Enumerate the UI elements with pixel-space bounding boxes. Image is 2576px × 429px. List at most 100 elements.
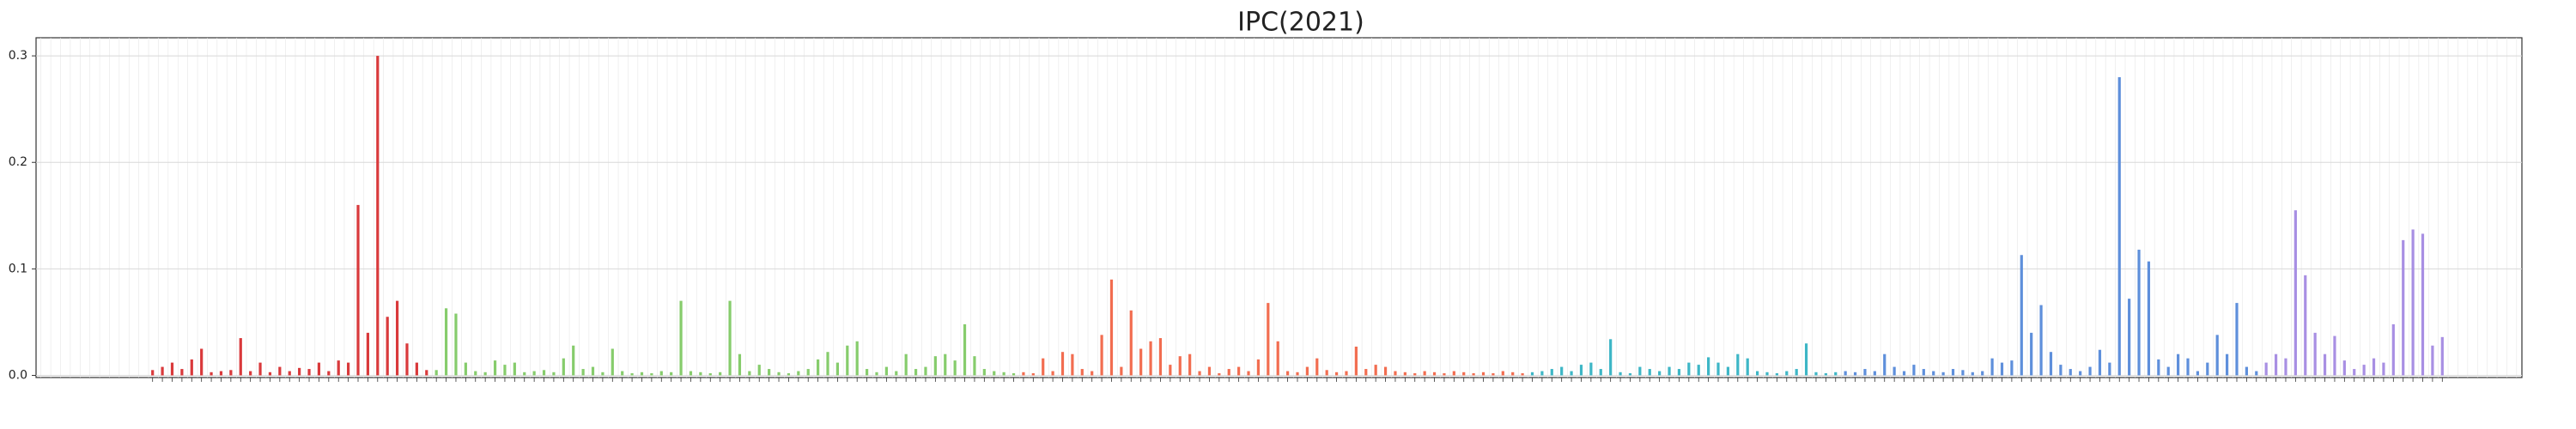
bar <box>591 366 595 376</box>
bar <box>1286 371 1290 376</box>
bar <box>1638 366 1642 376</box>
bar <box>2128 299 2131 376</box>
bar <box>1198 371 1201 376</box>
bar <box>884 366 888 376</box>
bar <box>474 371 477 376</box>
bar <box>738 353 742 376</box>
bar <box>963 323 967 376</box>
bar <box>708 373 712 376</box>
bar <box>1579 365 1583 376</box>
y-tick-label: 0.0 <box>9 369 27 383</box>
bar <box>258 362 262 376</box>
bar <box>719 372 722 376</box>
bar <box>483 372 487 376</box>
bar <box>650 373 653 376</box>
bar <box>855 341 859 376</box>
bar <box>454 313 458 376</box>
bar <box>1971 372 1974 376</box>
bar <box>1364 369 1368 376</box>
bar <box>1981 371 1984 376</box>
plot-frame <box>35 37 2523 378</box>
bar <box>2313 332 2317 376</box>
bar <box>1834 372 1838 376</box>
bar <box>2215 335 2219 376</box>
bar <box>2362 365 2366 376</box>
bar <box>1609 339 1613 376</box>
bar <box>1002 372 1005 376</box>
y-tick-label: 0.1 <box>9 262 27 275</box>
bar <box>2069 369 2072 376</box>
bar <box>1443 373 1446 376</box>
bar <box>288 371 291 376</box>
bar <box>2177 353 2180 376</box>
bar <box>219 371 223 376</box>
bar <box>337 360 340 376</box>
bar <box>425 370 428 376</box>
bar <box>768 369 771 376</box>
bar <box>1521 373 1524 376</box>
bar <box>914 369 918 376</box>
bar <box>1628 373 1632 376</box>
bar <box>1795 369 1798 376</box>
bar <box>748 371 751 376</box>
bar <box>777 372 781 376</box>
bar <box>356 204 360 376</box>
bar <box>924 366 927 376</box>
bar <box>1873 371 1876 376</box>
bar <box>1129 310 1133 376</box>
bar <box>1707 357 1710 376</box>
bar <box>1775 373 1778 376</box>
bar <box>1481 372 1485 376</box>
bar <box>2117 76 2121 376</box>
bar <box>933 356 937 376</box>
bar <box>1941 372 1945 376</box>
bar <box>1012 373 1016 376</box>
bar <box>415 362 418 376</box>
bar <box>2088 366 2092 376</box>
bar <box>601 372 605 376</box>
bar <box>2020 255 2023 376</box>
bar <box>895 371 898 376</box>
bar <box>689 371 693 376</box>
bar <box>2353 369 2356 376</box>
bar <box>395 300 399 376</box>
bar <box>2333 335 2336 376</box>
bar <box>1080 369 1084 376</box>
bar <box>1492 373 1495 376</box>
bar <box>347 362 350 376</box>
bar <box>523 372 526 376</box>
bar <box>1042 358 1045 376</box>
bar <box>366 332 370 376</box>
bar <box>2157 359 2160 376</box>
bar <box>2342 360 2346 376</box>
bar <box>1599 369 1602 376</box>
bar <box>835 362 839 376</box>
bar <box>2147 261 2151 376</box>
bar <box>2391 323 2395 376</box>
bar <box>1560 366 1564 376</box>
bar <box>542 370 546 376</box>
bar <box>464 362 467 376</box>
bar <box>180 369 184 376</box>
bar <box>865 369 869 376</box>
bar <box>757 365 761 376</box>
bar <box>1227 369 1230 376</box>
bar <box>1413 373 1417 376</box>
bar <box>327 371 331 376</box>
bar <box>513 362 516 376</box>
bar <box>670 372 673 376</box>
bar <box>1091 371 1094 376</box>
bar <box>1354 347 1358 376</box>
bar <box>2010 360 2014 376</box>
bar <box>1120 366 1123 376</box>
bar <box>572 345 575 376</box>
bar <box>1472 373 1475 376</box>
bar <box>1207 366 1212 376</box>
bar <box>2323 353 2327 376</box>
bar <box>1746 358 1749 376</box>
bar <box>1178 356 1182 376</box>
bar <box>2098 349 2102 376</box>
bar <box>562 358 565 376</box>
bar <box>1961 370 1965 376</box>
bar <box>1256 359 1261 376</box>
